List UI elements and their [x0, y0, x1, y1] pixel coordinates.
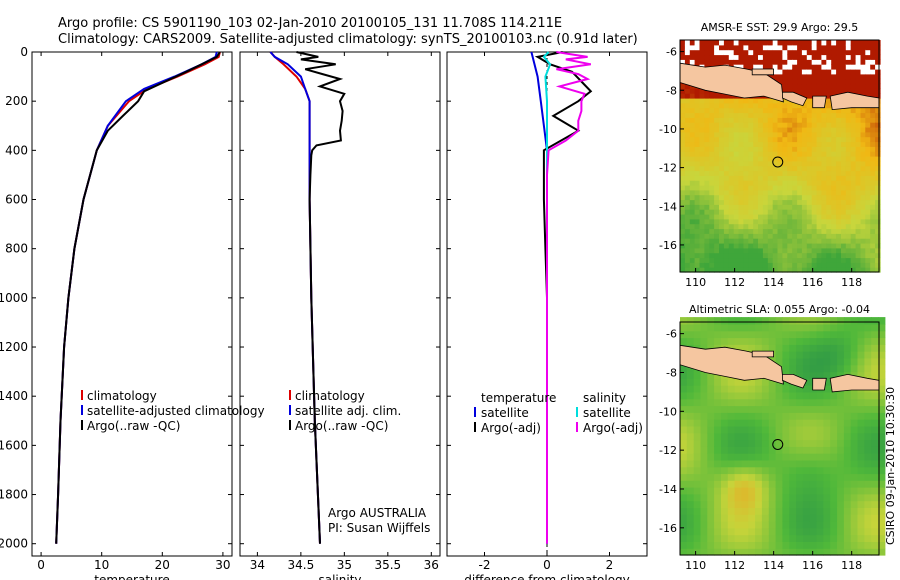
legend-entry: Argo(-adj) [583, 421, 643, 435]
x-tick-label: 0 [543, 558, 551, 572]
sst-map: AMSR-E SST: 29.9 Argo: 29.5 110 112 114 116 1… [659, 21, 881, 289]
argo-location-marker [772, 156, 784, 168]
land-mass [812, 377, 827, 391]
y-tick-label: 800 [5, 242, 28, 256]
legend-entry: satellite adj. clim. [295, 404, 401, 418]
lat-tick-label: -12 [659, 162, 677, 175]
x-tick-label: 36 [424, 558, 439, 572]
lat-tick-label: -8 [666, 84, 677, 97]
y-tick-label: 1000 [0, 291, 28, 305]
x-tick-label: 34.5 [288, 558, 315, 572]
x-tick-label: 35.5 [374, 558, 401, 572]
lat-tick-label: -10 [659, 123, 677, 136]
series-line-temperature-argo-adj- [534, 51, 593, 544]
x-tick-label: 0 [37, 558, 45, 572]
land-mass [782, 91, 808, 107]
panel-temperature: 0 10 20 30 0 200 400 600 800 1000 1200 1400 1600 1800… [0, 45, 265, 580]
y-tick-label: 200 [5, 94, 28, 108]
y-tick-label: 0 [20, 45, 28, 59]
map-title: Altimetric SLA: 0.055 Argo: -0.04 [689, 303, 870, 316]
series-line-climatology [55, 51, 221, 544]
land-mass [751, 350, 774, 358]
x-tick-label: 34 [250, 558, 265, 572]
lon-tick-label: 116 [802, 559, 823, 572]
series-line-salinity-argo-adj- [546, 51, 591, 544]
lat-tick-label: -10 [659, 405, 677, 418]
y-tick-label: 1800 [0, 488, 28, 502]
series-line-satellite-adjusted-climatology [55, 51, 218, 544]
lon-tick-label: 118 [841, 559, 862, 572]
lon-tick-label: 114 [763, 559, 784, 572]
map-panels: AMSR-E SST: 29.9 Argo: 29.5 110 112 114 116 1… [659, 21, 886, 572]
x-axis-label: difference from climatology [464, 573, 630, 580]
legend-title-temperature: temperature [481, 391, 556, 405]
lat-tick-label: -8 [666, 366, 677, 379]
land-mass [751, 68, 774, 76]
lon-tick-label: 110 [685, 276, 706, 289]
lon-tick-label: 114 [763, 276, 784, 289]
lon-tick-label: 112 [724, 276, 745, 289]
series-line-satellite-adj-clim- [269, 51, 321, 544]
data-provider-annotation: Argo AUSTRALIA [328, 506, 427, 520]
legend-entry: Argo(..raw -QC) [295, 419, 388, 433]
lat-tick-label: -12 [659, 444, 677, 457]
series-line-argo-raw-qc- [55, 51, 221, 544]
legend-entry: climatology [87, 389, 157, 403]
panel-salinity: 34 34.5 35 35.5 36 salinity climatologysatelli… [239, 51, 441, 580]
header-line-2: Climatology: CARS2009. Satellite-adjuste… [58, 32, 638, 47]
y-tick-label: 400 [5, 143, 28, 157]
lat-tick-label: -16 [659, 522, 677, 535]
lat-tick-label: -14 [659, 483, 677, 496]
y-tick-label: 1600 [0, 438, 28, 452]
map-field [680, 317, 886, 556]
legend-entry: Argo(-adj) [481, 421, 541, 435]
map-frame [679, 321, 880, 556]
argo-location-marker [772, 438, 784, 450]
lon-tick-label: 118 [841, 276, 862, 289]
map-title: AMSR-E SST: 29.9 Argo: 29.5 [701, 21, 859, 34]
y-tick-label: 2000 [0, 537, 28, 551]
legend-title-salinity: salinity [583, 391, 626, 405]
x-axis-label: temperature [94, 573, 169, 580]
legend-entry: satellite [481, 406, 529, 420]
legend-entry: climatology [295, 389, 365, 403]
legend-entry: satellite-adjusted climatology [87, 404, 265, 418]
panel-frame [239, 51, 441, 557]
y-tick-label: 1400 [0, 389, 28, 403]
series-line-argo-raw-qc- [296, 51, 346, 544]
lat-tick-label: -6 [666, 328, 677, 341]
lon-tick-label: 116 [802, 276, 823, 289]
lat-tick-label: -14 [659, 200, 677, 213]
x-tick-label: 35 [337, 558, 352, 572]
series-line-temperature-satellite [530, 51, 548, 544]
x-tick-label: 20 [155, 558, 170, 572]
sla-map: Altimetric SLA: 0.055 Argo: -0.04 110 112 1… [659, 303, 886, 572]
legend-entry: satellite [583, 406, 631, 420]
lat-tick-label: -6 [666, 46, 677, 59]
data-provider-annotation: PI: Susan Wijffels [328, 521, 430, 535]
profile-panels: 0 10 20 30020040060080010001200140016001800… [0, 45, 648, 580]
x-tick-label: -2 [479, 558, 491, 572]
lat-tick-label: -16 [659, 239, 677, 252]
header-line-1: Argo profile: CS 5901190_103 02-Jan-2010… [58, 16, 562, 31]
lon-tick-label: 110 [685, 559, 706, 572]
panel-frame [31, 51, 233, 557]
x-tick-label: 2 [606, 558, 614, 572]
land-mass [812, 95, 827, 109]
land-mass [782, 373, 808, 389]
series-line-climatology [269, 51, 321, 544]
legend-entry: Argo(..raw -QC) [87, 419, 180, 433]
side-timestamp-label: CSIRO 09-Jan-2010 10:30:30 [884, 387, 897, 545]
x-axis-label: salinity [318, 573, 361, 580]
y-tick-label: 600 [5, 193, 28, 207]
x-tick-label: 10 [94, 558, 109, 572]
x-tick-label: 30 [215, 558, 230, 572]
lon-tick-label: 112 [724, 559, 745, 572]
y-tick-label: 1200 [0, 340, 28, 354]
map-frame [679, 39, 880, 273]
